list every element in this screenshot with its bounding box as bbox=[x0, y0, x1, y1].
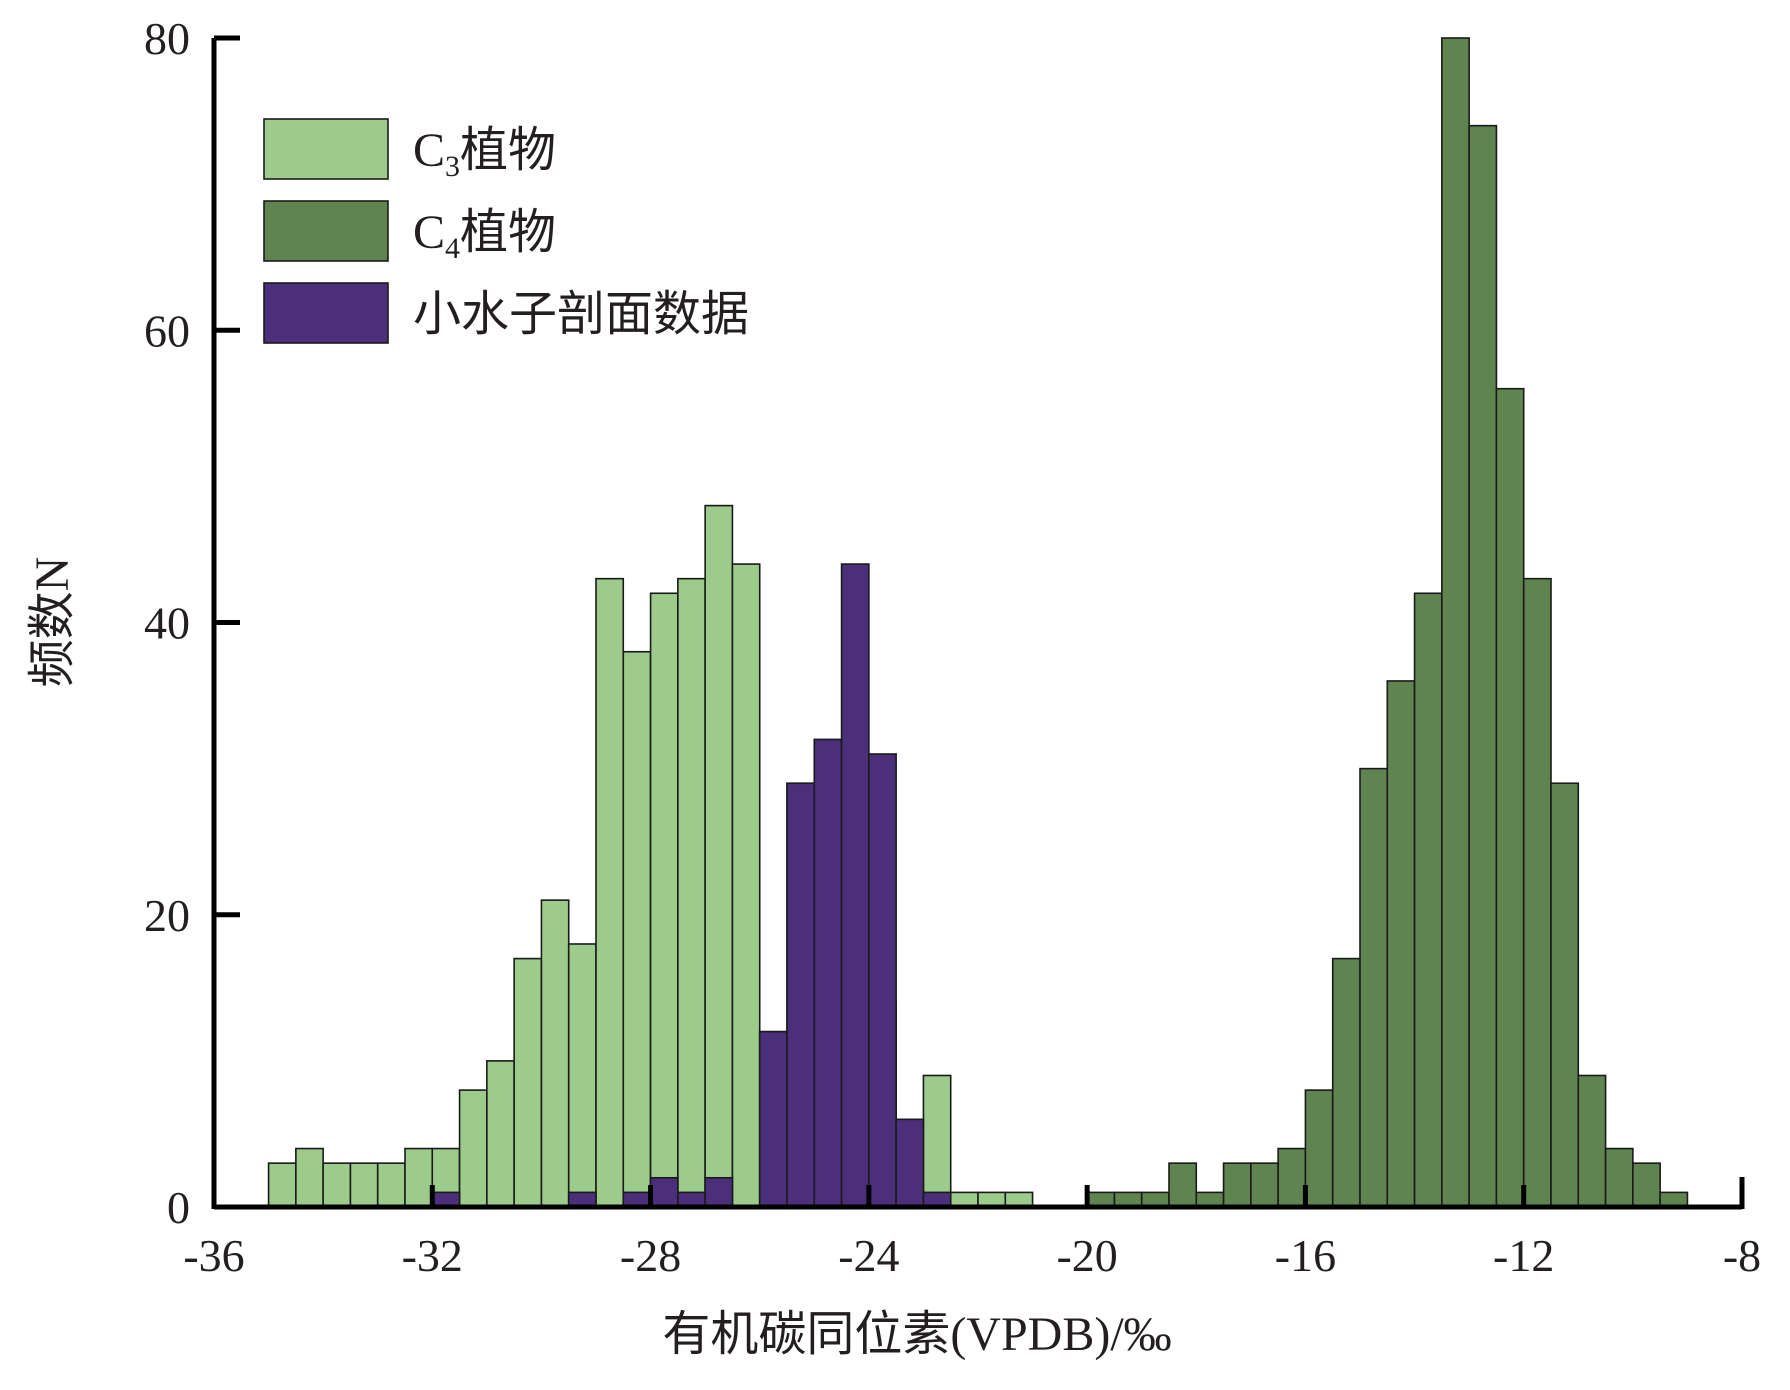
histogram-bar bbox=[1386, 680, 1416, 1208]
legend-item-3: 小水子剖面数据 bbox=[263, 282, 749, 344]
histogram-bar bbox=[813, 738, 843, 1208]
histogram-bar bbox=[895, 1118, 925, 1208]
histogram-bar bbox=[267, 1162, 297, 1208]
histogram-bar bbox=[868, 753, 897, 1208]
histogram-bar bbox=[595, 577, 625, 1208]
histogram-bar bbox=[1468, 124, 1498, 1208]
histogram-bar bbox=[1441, 37, 1470, 1208]
histogram-bar bbox=[731, 563, 761, 1208]
histogram-bar bbox=[677, 577, 706, 1208]
legend-label: 小水子剖面数据 bbox=[413, 288, 749, 341]
histogram-bar bbox=[1250, 1162, 1279, 1208]
legend-swatch bbox=[263, 282, 389, 344]
x-tick-label: -12 bbox=[1493, 1230, 1554, 1281]
histogram-bar bbox=[649, 1176, 679, 1208]
legend-label: C3植物 bbox=[413, 124, 556, 183]
histogram-bar bbox=[1577, 1074, 1607, 1208]
histogram-bar bbox=[458, 1089, 488, 1208]
y-tick-label: 60 bbox=[144, 305, 190, 356]
histogram-bar bbox=[649, 592, 679, 1208]
series-1-bars bbox=[267, 504, 1034, 1208]
x-tick-label: -16 bbox=[1275, 1230, 1336, 1281]
series-2-bars bbox=[1086, 37, 1689, 1208]
x-tick-label: -36 bbox=[183, 1230, 244, 1281]
histogram-bar bbox=[922, 1074, 952, 1208]
histogram-bar bbox=[1604, 1147, 1634, 1208]
y-tick-label: 40 bbox=[144, 598, 190, 649]
x-tick-label: -20 bbox=[1056, 1230, 1117, 1281]
legend-swatch bbox=[263, 200, 389, 262]
legend-item-2: C4植物 bbox=[263, 200, 556, 265]
histogram-bar bbox=[1222, 1162, 1252, 1208]
legend-label: C4植物 bbox=[413, 206, 556, 265]
histogram-bar bbox=[349, 1162, 379, 1208]
x-tick-label: -32 bbox=[402, 1230, 463, 1281]
y-axis-title: 频数N bbox=[26, 557, 79, 688]
histogram-bar bbox=[404, 1147, 434, 1208]
histogram-bar bbox=[704, 1176, 734, 1208]
histogram-bar bbox=[704, 504, 734, 1208]
x-tick-label: -8 bbox=[1723, 1230, 1761, 1281]
histogram-bar bbox=[622, 650, 652, 1208]
histogram-bar bbox=[786, 782, 816, 1208]
histogram-bar bbox=[1168, 1162, 1198, 1208]
histogram-bar bbox=[376, 1162, 406, 1208]
histogram-bar bbox=[486, 1060, 515, 1208]
y-tick-label: 80 bbox=[144, 13, 190, 64]
histogram-bar bbox=[1359, 767, 1389, 1208]
histogram-bar bbox=[1304, 1089, 1334, 1208]
histogram-bar bbox=[840, 563, 870, 1208]
histogram-bar bbox=[1331, 957, 1361, 1208]
histogram-bar bbox=[513, 957, 543, 1208]
histogram-bar bbox=[1550, 782, 1580, 1208]
x-axis-title: 有机碳同位素(VPDB)/‰ bbox=[662, 1308, 1171, 1361]
histogram-bar bbox=[1277, 1147, 1307, 1208]
histogram-bar bbox=[758, 1030, 788, 1208]
legend-item-1: C3植物 bbox=[263, 118, 556, 183]
histogram-bar bbox=[540, 899, 570, 1208]
y-tick-label: 0 bbox=[167, 1182, 190, 1233]
histogram-bar bbox=[295, 1147, 324, 1208]
legend-swatch bbox=[263, 118, 389, 180]
y-tick-label: 20 bbox=[144, 890, 190, 941]
ticks-layer: -36 -32 -28 -24 -20 -16 -12 -8 0 20 40 60 80 bbox=[144, 13, 1761, 1281]
histogram-bar bbox=[1522, 577, 1552, 1208]
histogram-bar bbox=[1632, 1162, 1661, 1208]
histogram-bar bbox=[1413, 592, 1443, 1208]
x-tick-label: -24 bbox=[838, 1230, 899, 1281]
histogram-bar bbox=[1495, 387, 1525, 1208]
series-3-bars bbox=[431, 563, 952, 1208]
histogram-bar bbox=[322, 1162, 352, 1208]
x-tick-label: -28 bbox=[620, 1230, 681, 1281]
histogram-bar bbox=[567, 943, 597, 1208]
